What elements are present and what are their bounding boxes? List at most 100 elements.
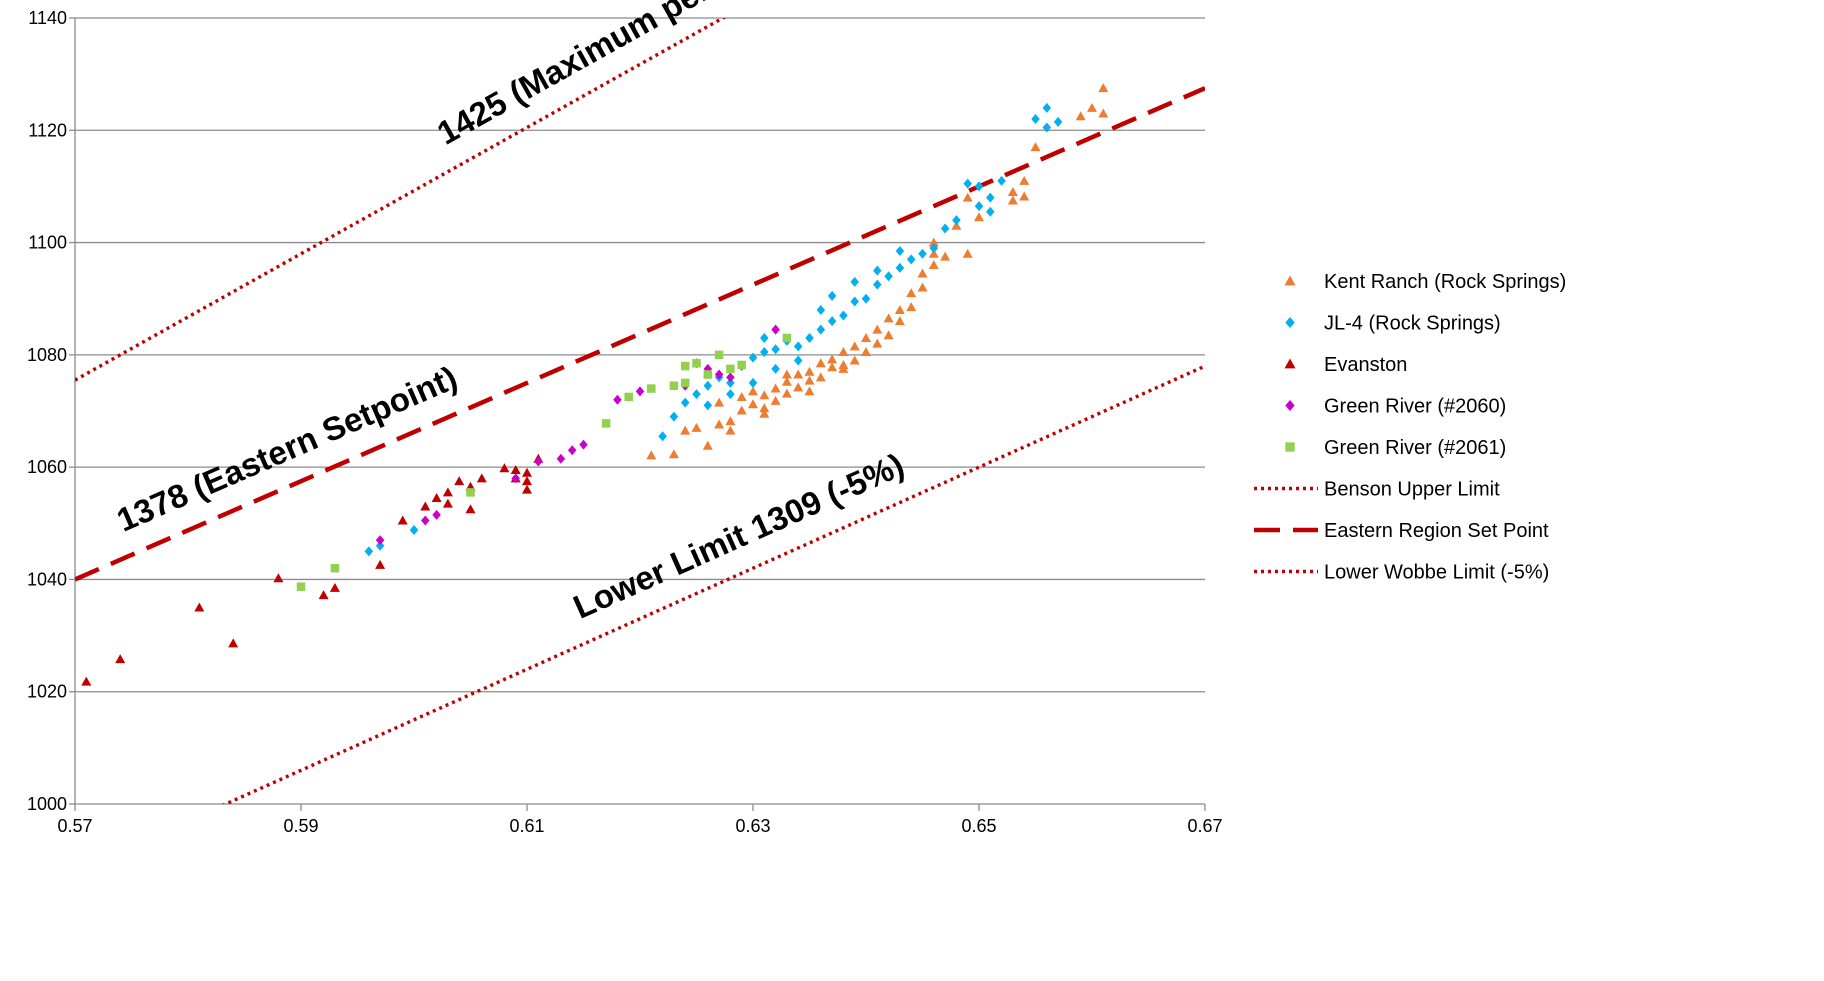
data-point-green-river-2061	[726, 364, 735, 374]
legend-item-benson-upper-limit: Benson Upper Limit	[1254, 479, 1500, 501]
data-point-kent-ranch-rock-springs	[906, 288, 917, 298]
data-point-green-river-2061	[296, 582, 306, 591]
data-point-jl-4-rock-springs	[952, 215, 961, 226]
data-point-jl-4-rock-springs	[658, 431, 667, 442]
data-point-kent-ranch-rock-springs	[759, 408, 770, 418]
data-point-jl-4-rock-springs	[703, 380, 713, 391]
data-point-jl-4-rock-springs	[839, 310, 848, 321]
x-tick-label: 0.61	[509, 816, 544, 836]
data-point-kent-ranch-rock-springs	[1075, 111, 1086, 121]
data-point-jl-4-rock-springs	[861, 293, 871, 304]
data-point-evanston	[499, 463, 510, 473]
data-point-jl-4-rock-springs	[827, 316, 837, 327]
data-point-kent-ranch-rock-springs	[827, 354, 838, 364]
x-tick-label: 0.67	[1187, 816, 1222, 836]
x-tick-label: 0.59	[283, 816, 318, 836]
annotation-lower-limit-1309-5: Lower Limit 1309 (-5%)	[568, 446, 910, 626]
data-point-green-river-2060	[635, 386, 645, 397]
data-point-kent-ranch-rock-springs	[759, 403, 770, 413]
data-point-kent-ranch-rock-springs	[770, 383, 781, 393]
legend-label-benson-upper-limit: Benson Upper Limit	[1324, 479, 1500, 501]
data-point-jl-4-rock-springs	[1042, 102, 1052, 113]
data-point-jl-4-rock-springs	[748, 352, 758, 363]
data-point-green-river-2060	[375, 535, 385, 546]
data-point-kent-ranch-rock-springs	[962, 248, 973, 258]
annotation-group: 1378 (Eastern Setpoint)	[111, 359, 462, 539]
legend-item-lower-wobbe-limit-5: Lower Wobbe Limit (-5%)	[1254, 562, 1549, 584]
data-point-jl-4-rock-springs	[827, 290, 837, 301]
data-point-kent-ranch-rock-springs	[872, 324, 883, 334]
data-point-evanston	[465, 504, 476, 514]
data-point-green-river-2060	[421, 515, 430, 526]
data-point-kent-ranch-rock-springs	[917, 282, 928, 292]
data-point-jl-4-rock-springs	[986, 206, 995, 217]
data-point-kent-ranch-rock-springs	[725, 425, 736, 435]
data-point-evanston	[522, 484, 532, 494]
data-point-green-river-2061	[680, 361, 690, 371]
data-point-evanston	[81, 676, 92, 686]
legend-marker-green-river-2060	[1285, 400, 1295, 411]
legend-label-lower-wobbe-limit-5: Lower Wobbe Limit (-5%)	[1324, 562, 1549, 584]
data-point-kent-ranch-rock-springs	[861, 333, 871, 343]
data-point-kent-ranch-rock-springs	[928, 248, 939, 258]
data-point-jl-4-rock-springs	[895, 245, 905, 256]
data-point-green-river-2060	[579, 439, 588, 450]
data-point-green-river-2061	[466, 488, 475, 497]
data-point-kent-ranch-rock-springs	[1019, 191, 1030, 201]
data-point-kent-ranch-rock-springs	[1087, 102, 1097, 112]
x-tick-label: 0.63	[735, 816, 770, 836]
data-point-evanston	[397, 515, 408, 525]
data-points	[81, 83, 1109, 686]
data-point-kent-ranch-rock-springs	[680, 425, 691, 435]
data-point-green-river-2061	[714, 350, 724, 360]
data-point-evanston	[228, 638, 239, 648]
data-point-jl-4-rock-springs	[726, 377, 735, 388]
data-point-green-river-2061	[680, 378, 690, 388]
data-point-jl-4-rock-springs	[850, 276, 859, 287]
data-point-jl-4-rock-springs	[816, 324, 826, 335]
data-point-green-river-2061	[737, 360, 746, 370]
y-tick-label: 1080	[27, 345, 67, 365]
data-point-jl-4-rock-springs	[692, 389, 701, 400]
data-point-evanston	[510, 464, 521, 474]
legend-marker-jl-4-rock-springs	[1285, 317, 1295, 328]
data-point-jl-4-rock-springs	[748, 377, 758, 388]
data-point-jl-4-rock-springs	[816, 304, 826, 315]
legend-item-evanston: Evanston	[1284, 354, 1407, 376]
data-point-jl-4-rock-springs	[895, 262, 905, 273]
data-point-kent-ranch-rock-springs	[883, 330, 894, 340]
data-point-green-river-2060	[534, 456, 543, 467]
data-point-jl-4-rock-springs	[375, 540, 385, 551]
data-point-kent-ranch-rock-springs	[872, 338, 883, 348]
legend-item-kent-ranch-rock-springs: Kent Ranch (Rock Springs)	[1284, 271, 1566, 293]
legend-label-green-river-2060: Green River (#2060)	[1324, 396, 1506, 418]
data-point-kent-ranch-rock-springs	[714, 397, 725, 407]
data-point-green-river-2060	[771, 324, 780, 335]
data-point-kent-ranch-rock-springs	[1007, 187, 1018, 197]
data-point-kent-ranch-rock-springs	[815, 358, 826, 368]
y-tick-label: 1140	[28, 8, 67, 28]
annotation-group: Lower Limit 1309 (-5%)	[568, 446, 910, 626]
data-point-kent-ranch-rock-springs	[714, 419, 725, 429]
data-point-kent-ranch-rock-springs	[894, 316, 905, 326]
data-point-kent-ranch-rock-springs	[781, 388, 792, 398]
data-point-kent-ranch-rock-springs	[951, 220, 962, 230]
data-point-jl-4-rock-springs	[873, 279, 882, 290]
y-tick-label: 1040	[27, 569, 67, 589]
annotations: 1425 (Maximum per Benson Study) 1378 (Eas…	[111, 0, 927, 626]
legend-marker-kent-ranch-rock-springs	[1284, 275, 1296, 286]
legend-item-green-river-2060: Green River (#2060)	[1285, 396, 1506, 418]
legend-label-evanston: Evanston	[1324, 354, 1407, 376]
data-point-kent-ranch-rock-springs	[793, 369, 804, 379]
data-point-kent-ranch-rock-springs	[725, 416, 736, 426]
legend-marker-evanston	[1284, 358, 1296, 369]
data-point-jl-4-rock-springs	[771, 363, 780, 374]
data-point-kent-ranch-rock-springs	[804, 386, 815, 396]
data-point-kent-ranch-rock-springs	[1030, 142, 1041, 152]
data-point-kent-ranch-rock-springs	[962, 192, 973, 202]
data-point-green-river-2061	[647, 384, 656, 393]
data-point-jl-4-rock-springs	[1042, 122, 1052, 133]
data-point-evanston	[115, 654, 126, 664]
